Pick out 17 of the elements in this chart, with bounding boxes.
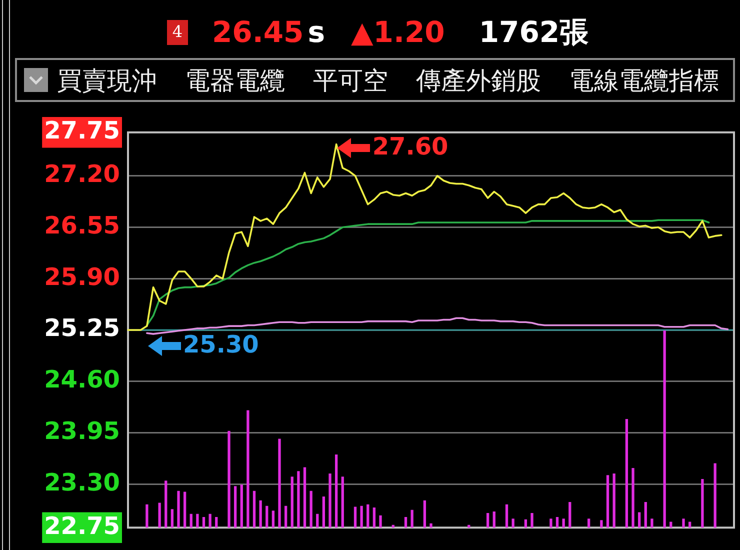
y-tick-label: 24.60: [44, 366, 120, 394]
text: s: [308, 14, 325, 48]
y-tick-label: 23.95: [44, 416, 120, 445]
y-tick-label: 26.55: [44, 211, 120, 240]
text: 1762張: [478, 14, 589, 48]
y-tick-label: 22.75: [44, 512, 120, 540]
y-tick-label: 25.25: [44, 314, 120, 342]
y-tick-label: 27.75: [44, 116, 120, 145]
y-tick-label: 27.20: [44, 160, 120, 188]
text: 4: [167, 20, 188, 44]
text: ▲1.20: [351, 14, 445, 48]
annotation: 25.30: [182, 330, 259, 358]
data-label: 27.60: [372, 132, 448, 160]
tab-bar: 買賣現沖 電器電纜 平可空 傳產外銷股 電線電纜指標: [15, 58, 735, 102]
y-tick-label: 25.90: [44, 262, 120, 291]
text: 26.45: [212, 14, 304, 48]
y-tick-label: 23.30: [44, 468, 120, 496]
